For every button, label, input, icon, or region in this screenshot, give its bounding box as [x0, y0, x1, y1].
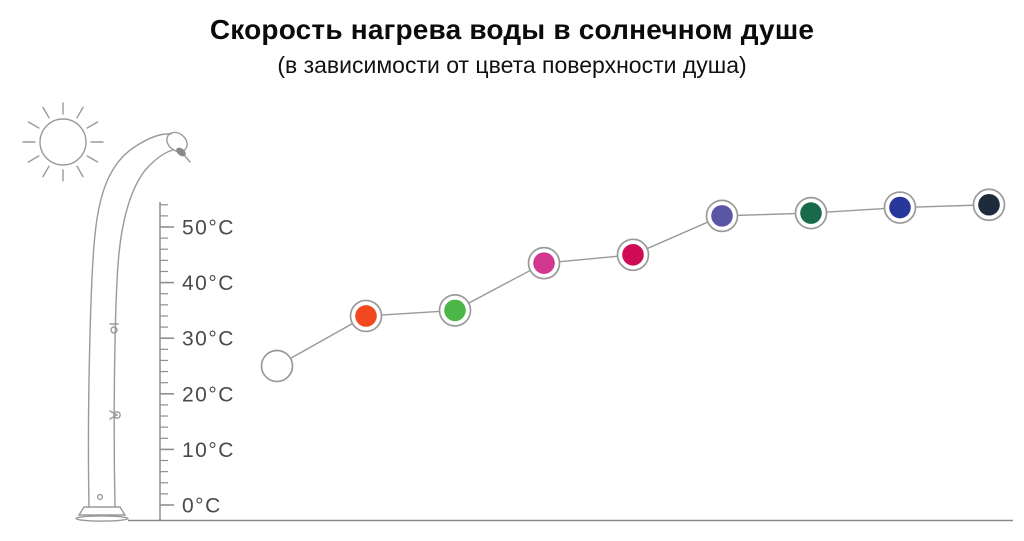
solar-shower-icon: [75, 131, 191, 522]
data-point-violet: [711, 205, 733, 227]
chart-subtitle: (в зависимости от цвета поверхности душа…: [277, 52, 747, 78]
shower-head-icon: [166, 131, 188, 153]
data-point-orange-red: [355, 305, 377, 327]
data-point-navy-blue: [889, 196, 911, 219]
series-line: [276, 204, 990, 367]
y-tick-label: 10°C: [182, 439, 235, 462]
y-tick-label: 30°C: [182, 328, 235, 351]
y-tick-label: 50°C: [182, 217, 235, 240]
data-point-magenta: [533, 252, 555, 274]
sun-icon: [22, 102, 104, 182]
data-point-white: [266, 355, 288, 377]
tap-icon: [113, 411, 121, 419]
data-point-green: [444, 299, 466, 322]
y-tick-label: 20°C: [182, 383, 235, 406]
shower-base: [77, 506, 127, 516]
data-point-crimson: [622, 244, 644, 266]
y-tick-label: 0°C: [182, 495, 222, 518]
y-tick-label: 40°C: [182, 272, 235, 295]
data-point-dark-navy: [978, 193, 1000, 216]
chart-title: Скорость нагрева воды в солнечном душе: [209, 14, 815, 45]
data-point-dark-green: [800, 202, 822, 224]
